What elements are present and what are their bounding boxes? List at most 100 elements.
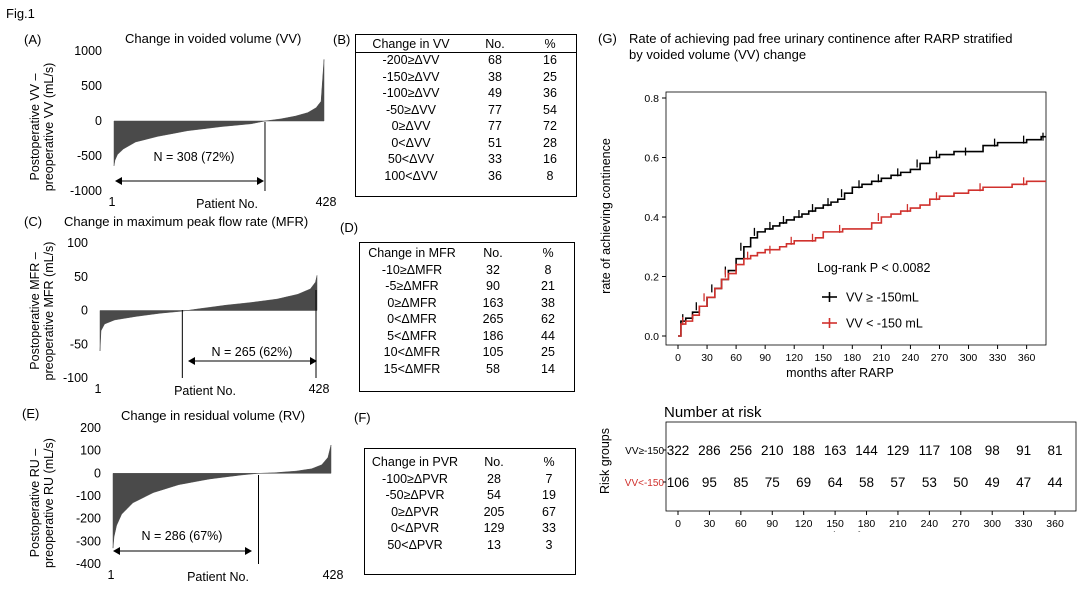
risk-group-label: VV≥-150 [625, 446, 664, 457]
x-tick-label: 270 [931, 352, 949, 364]
panel-letter-d: (D) [340, 220, 359, 235]
table-cell: 62 [541, 312, 555, 327]
table-row: -200≥ΔVV 68 16 [356, 52, 576, 69]
risk-x-tick-label: 0 [675, 518, 681, 530]
x-tick-label: 240 [902, 352, 920, 364]
table-cell: -50≥ΔVV [386, 102, 436, 117]
table-row: 0≥ΔMFR 163 38 [360, 295, 574, 312]
risk-table-title: Number at risk [664, 404, 762, 421]
x-tick-label: 180 [844, 352, 862, 364]
table-header-cell: Change in VV [372, 36, 450, 51]
y-tick-label: -400 [76, 557, 101, 571]
panel-letter-e: (E) [22, 406, 40, 421]
risk-count: 75 [765, 475, 780, 490]
y-tick-label: -50 [70, 337, 88, 351]
table-row: -5≥ΔMFR 90 21 [360, 278, 574, 295]
risk-group-label: VV<-150 [625, 478, 665, 489]
y-tick-label: 50 [74, 270, 88, 284]
panel-b-table: Change in VV No.% -200≥ΔVV 68 16 -150≥ΔVV 38 25… [355, 34, 577, 197]
table-row: 0<ΔVV 51 28 [356, 135, 576, 152]
table-header-cell: Change in MFR [368, 246, 456, 261]
table-cell: 13 [487, 537, 501, 552]
risk-table: VV≥-150 322 286 256 210 188 163 144 129 117 108 98 9… [625, 421, 1077, 532]
table-cell: -100≥ΔVV [382, 86, 440, 101]
arrow-head-left [115, 177, 122, 185]
y-tick-label: 1000 [74, 44, 102, 58]
risk-x-tick-label: 120 [795, 518, 813, 530]
table-row: 0<ΔMFR 265 62 [360, 311, 574, 328]
risk-count: 144 [855, 443, 878, 458]
panel-letter-a: (A) [24, 32, 42, 47]
table-cell: 68 [488, 53, 502, 68]
table-cell: 10<ΔMFR [383, 345, 441, 360]
y-tick-label: 0 [95, 114, 102, 128]
table-cell: 16 [543, 152, 557, 167]
arrow-head-left [188, 357, 195, 365]
table-cell: 8 [546, 168, 554, 183]
y-tick-label: 100 [80, 444, 101, 458]
risk-x-tick-label: 270 [952, 518, 970, 530]
y-tick-label: -100 [76, 489, 101, 503]
table-header-cell: No. [483, 246, 503, 261]
panel-e-chart: 200 100 0 -100 -200 -300 -400 1 428 Patient No. N … [76, 421, 344, 584]
legend-label: VV ≥ -150mL [846, 291, 919, 305]
table-cell: 77 [488, 119, 502, 134]
y-tick-label: 0 [94, 466, 101, 480]
table-header-cell: % [544, 36, 556, 51]
y-tick-label: 0.2 [644, 272, 659, 284]
panel-letter-g: (G) [598, 31, 617, 46]
risk-count: 64 [828, 475, 844, 490]
panel-a-title: Change in voided volume (VV) [125, 31, 302, 46]
table-cell: 49 [488, 86, 502, 101]
n-annotation: N = 265 (62%) [212, 345, 293, 359]
table-cell: 38 [488, 69, 502, 84]
x-tick-label: 210 [873, 352, 891, 364]
table-row: -10≥ΔMFR 32 8 [360, 262, 574, 279]
table-cell: 0≥ΔMFR [387, 295, 437, 310]
table-cell: 36 [543, 86, 557, 101]
x-tick-label: 120 [785, 352, 803, 364]
panel-letter-b: (B) [333, 32, 351, 47]
table-cell: 58 [486, 361, 500, 376]
risk-x-tick-label: 30 [704, 518, 716, 530]
table-row: 50<ΔVV 33 16 [356, 151, 576, 168]
table-cell: 0<ΔVV [391, 135, 431, 150]
risk-count: 91 [1016, 443, 1031, 458]
table-cell: 14 [541, 361, 555, 376]
table-row: 0≥ΔVV 77 72 [356, 118, 576, 135]
panel-a-ylabel: Postoperative VV – preoperative VV (mL/s) [28, 62, 56, 192]
table-row: -100≥ΔVV 49 36 [356, 85, 576, 102]
y-tick-label: 500 [81, 79, 102, 93]
table-cell: 90 [486, 279, 500, 294]
table-header-cell: Change in PVR [371, 455, 459, 470]
risk-count: 44 [1048, 475, 1064, 490]
table-cell: -10≥ΔMFR [381, 262, 443, 277]
y-tick-label: 0.8 [644, 93, 659, 105]
table-cell: 28 [487, 471, 501, 486]
y-tick-label: 0.6 [644, 153, 659, 165]
y-tick-label: -300 [76, 534, 101, 548]
table-cell: 50<ΔVV [387, 152, 435, 167]
waterfall-bars [113, 59, 325, 166]
risk-count: 47 [1016, 475, 1031, 490]
panel-g-title-line1: Rate of achieving pad free urinary conti… [629, 31, 1013, 46]
risk-count: 117 [919, 443, 941, 458]
arrow-head-right [257, 177, 264, 185]
risk-x-axis-label: months after RARP [805, 530, 913, 532]
x-axis-label: Patient No. [196, 197, 258, 211]
panel-c-title: Change in maximum peak flow rate (MFR) [64, 214, 309, 229]
risk-x-tick-label: 360 [1046, 518, 1064, 530]
x-start-label: 1 [95, 382, 102, 396]
panel-a-chart: 1000 500 0 -500 -1000 1 428 Patient No. N = 308 … [70, 44, 336, 211]
km-line-vv-low [678, 180, 1046, 337]
logrank-annotation: Log-rank P < 0.0082 [817, 261, 930, 275]
table-cell: 15<ΔMFR [383, 361, 441, 376]
y-tick-label: -500 [77, 149, 102, 163]
table-cell: 36 [488, 168, 502, 183]
y-tick-label: 0.4 [644, 212, 659, 224]
table-cell: 163 [482, 295, 504, 310]
risk-count: 85 [733, 475, 748, 490]
table-header-cell: % [543, 455, 555, 470]
x-tick-label: 360 [1018, 352, 1036, 364]
table-cell: 33 [542, 521, 556, 536]
